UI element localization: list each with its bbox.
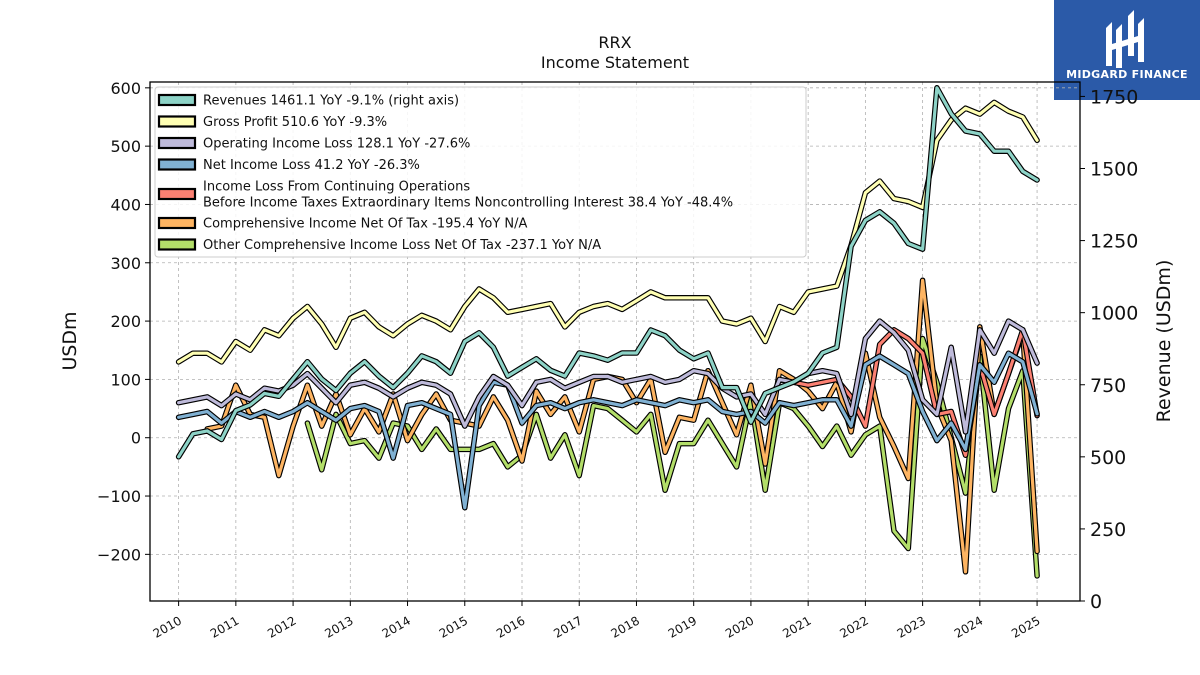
left-tick-label: 500	[110, 137, 141, 156]
series-line-2	[175, 99, 1040, 365]
right-tick-label: 0	[1090, 591, 1102, 613]
legend-item-3: Operating Income Loss 128.1 YoY -27.6%	[157, 136, 470, 152]
legend-label: Gross Profit 510.6 YoY -9.3%	[203, 115, 387, 130]
legend-label: Other Comprehensive Income Loss Net Of T…	[203, 238, 601, 253]
x-tick-label: 2016	[494, 613, 527, 640]
left-tick-label: 100	[110, 370, 141, 389]
legend-swatch	[157, 187, 197, 201]
x-tick-label: 2018	[609, 613, 642, 640]
legend-item-2: Gross Profit 510.6 YoY -9.3%	[157, 115, 387, 130]
legend-item-5: Income Loss From Continuing OperationsBe…	[157, 180, 733, 211]
legend-label: Revenues 1461.1 YoY -9.1% (right axis)	[203, 94, 459, 109]
legend-swatch	[157, 158, 197, 171]
right-tick-label: 500	[1090, 447, 1126, 469]
right-axis-ticks: 0 250 500 750 1000 1250 1500 1750	[1080, 86, 1138, 613]
left-tick-label: 600	[110, 79, 141, 98]
series-line-1	[175, 85, 1040, 460]
right-tick-label: 750	[1090, 375, 1126, 397]
x-tick-label: 2012	[265, 613, 298, 640]
legend-label: Operating Income Loss 128.1 YoY -27.6%	[203, 137, 470, 152]
legend-swatch	[157, 238, 197, 251]
legend-label: Net Income Loss 41.2 YoY -26.3%	[203, 158, 420, 173]
x-tick-label: 2020	[723, 613, 756, 640]
x-tick-label: 2022	[837, 613, 870, 640]
legend-label: Comprehensive Income Net Of Tax -195.4 Y…	[203, 217, 528, 232]
right-axis-label: Revenue (USDm)	[1153, 260, 1175, 423]
right-tick-label: 1250	[1090, 231, 1138, 253]
legend-swatch	[157, 93, 197, 107]
left-tick-label: −100	[97, 487, 141, 506]
legend-item-6: Comprehensive Income Net Of Tax -195.4 Y…	[157, 216, 528, 232]
left-tick-label: 300	[110, 254, 141, 273]
chart-subtitle: Income Statement	[541, 53, 689, 72]
brand-name: MIDGARD FINANCE	[1066, 68, 1188, 81]
left-axis-label: USDm	[59, 311, 81, 370]
right-tick-label: 1000	[1090, 303, 1138, 325]
x-tick-label: 2025	[1009, 613, 1042, 640]
x-tick-label: 2014	[380, 613, 413, 640]
legend-item-7: Other Comprehensive Income Loss Net Of T…	[157, 238, 601, 253]
series-line-7	[304, 335, 1040, 579]
right-tick-label: 250	[1090, 519, 1126, 541]
legend-label: Income Loss From Continuing Operations	[203, 180, 470, 195]
x-axis-ticks: 2010 2011 2012 2013 2014 2015 2016 2017 2018 2019…	[151, 601, 1043, 641]
x-tick-label: 2015	[437, 613, 470, 640]
x-tick-label: 2017	[551, 613, 584, 640]
plot-frame	[149, 81, 1081, 602]
left-tick-label: 400	[110, 195, 141, 214]
series-lines	[175, 85, 1040, 579]
series-line-4	[175, 350, 1040, 511]
legend-swatch	[157, 136, 197, 150]
left-tick-label: −200	[97, 545, 141, 564]
series-line-5	[791, 327, 1040, 458]
x-tick-label: 2013	[322, 613, 355, 640]
x-tick-label: 2023	[895, 613, 928, 640]
x-tick-label: 2024	[952, 613, 985, 640]
left-axis-ticks: −200 −100 0 100 200 300 400 500 600	[97, 79, 150, 564]
x-tick-label: 2011	[208, 613, 241, 640]
chart-title: RRX	[598, 33, 631, 52]
series-line-3	[175, 318, 1040, 435]
x-tick-label: 2021	[780, 613, 813, 640]
legend-swatch	[157, 115, 197, 128]
legend: Revenues 1461.1 YoY -9.1% (right axis) Gr…	[154, 86, 807, 258]
midgard-logo-icon	[1106, 10, 1144, 68]
legend-swatch	[157, 216, 197, 230]
left-tick-label: 0	[131, 429, 141, 448]
brand-logo: MIDGARD FINANCE	[1054, 0, 1200, 100]
legend-box	[154, 86, 807, 258]
legend-item-4: Net Income Loss 41.2 YoY -26.3%	[157, 158, 420, 173]
right-tick-label: 1750	[1090, 86, 1138, 108]
legend-item-1: Revenues 1461.1 YoY -9.1% (right axis)	[157, 93, 459, 109]
x-tick-label: 2010	[151, 613, 184, 640]
right-tick-label: 1500	[1090, 159, 1138, 181]
x-tick-label: 2019	[666, 613, 699, 640]
legend-label: Before Income Taxes Extraordinary Items …	[203, 196, 733, 211]
left-tick-label: 200	[110, 312, 141, 331]
